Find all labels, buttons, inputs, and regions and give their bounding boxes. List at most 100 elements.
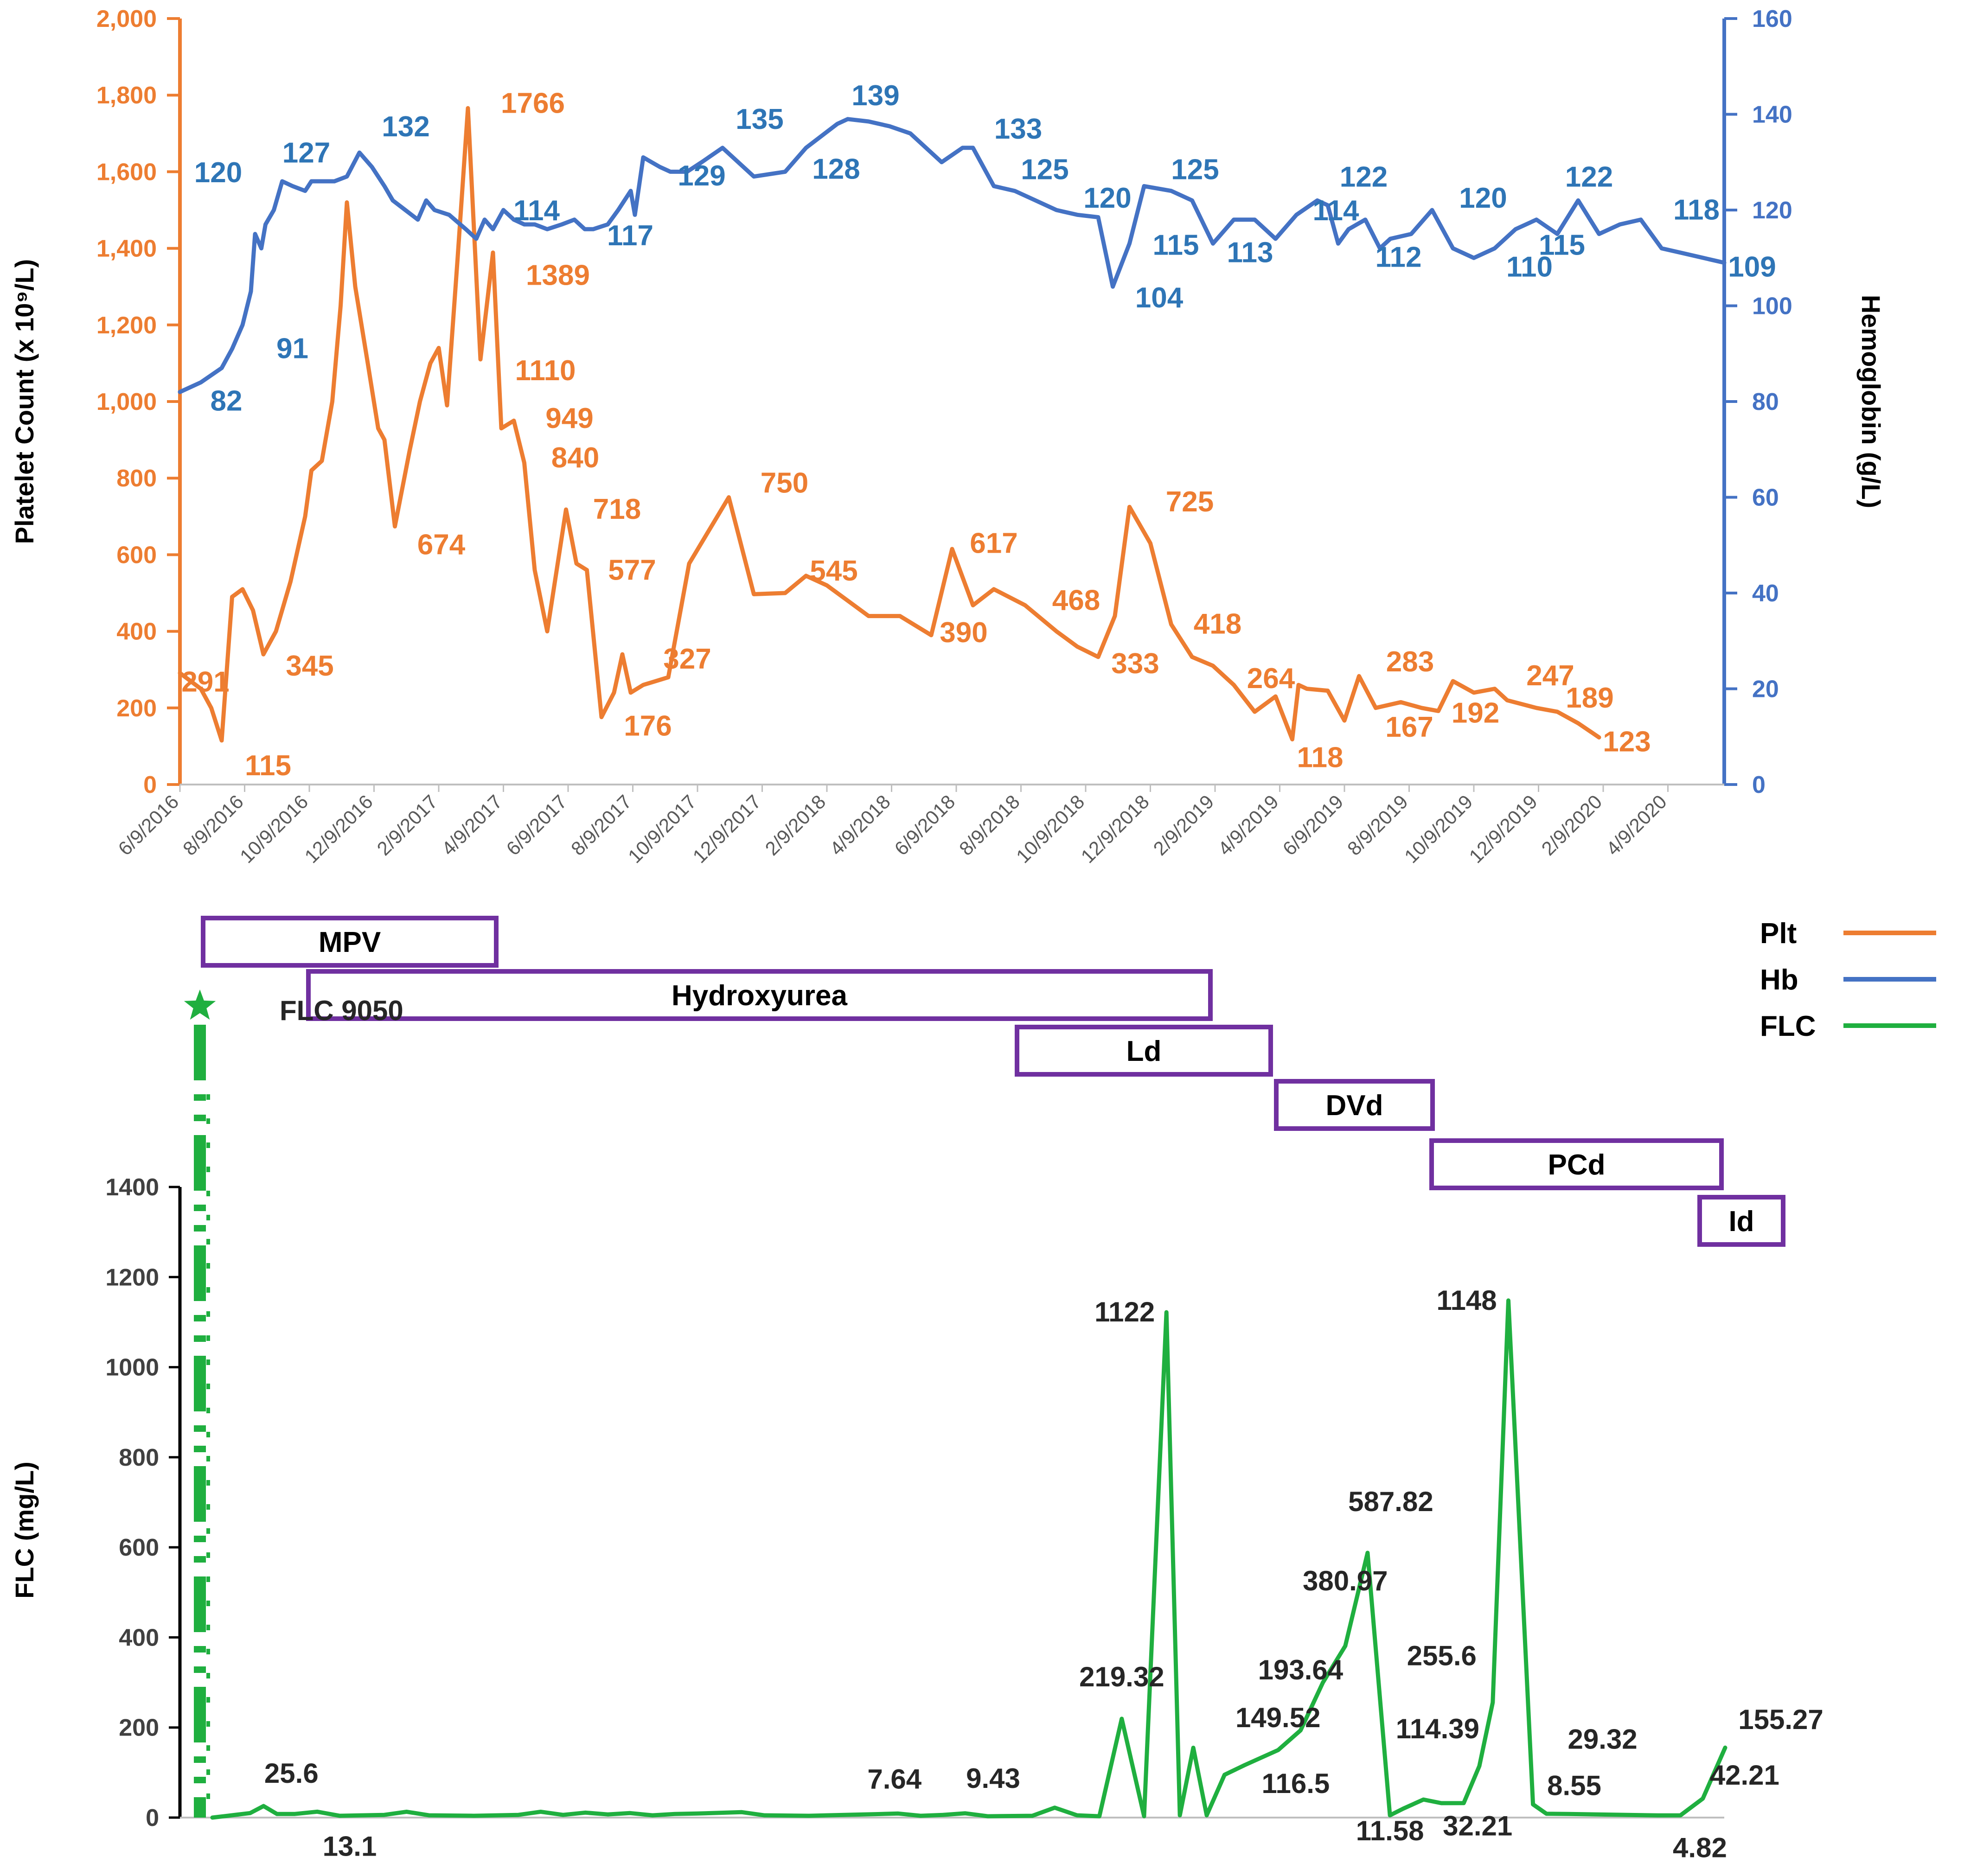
plt-data-label: 468: [1052, 584, 1100, 616]
legend: Plt Hb FLC: [1760, 918, 1936, 1042]
hb-data-label: 117: [607, 220, 653, 252]
flc-y-axis-tick-label: 1400: [105, 1174, 159, 1201]
left-axis-title: Platelet Count (x 10⁹/L): [10, 259, 39, 544]
hb-data-label: 135: [736, 103, 783, 135]
x-axis-date-label: 8/9/2019: [1343, 791, 1412, 860]
left-axis-tick-label: 400: [116, 619, 157, 645]
right-axis-tick-label: 0: [1752, 772, 1766, 798]
hb-data-label: 128: [812, 153, 860, 185]
plt-data-label: 725: [1166, 486, 1214, 518]
left-axis-tick-label: 2,000: [96, 6, 157, 32]
plt-data-label: 327: [663, 643, 711, 675]
plt-data-label: 167: [1385, 711, 1433, 743]
flc-data-label: 29.32: [1568, 1724, 1637, 1755]
flc-data-label: 13.1: [323, 1831, 377, 1862]
legend-label-plt: Plt: [1760, 918, 1797, 950]
plt-data-label: 718: [593, 493, 641, 525]
treatment-label-pcd: PCd: [1548, 1149, 1606, 1181]
hb-data-label: 125: [1021, 153, 1068, 185]
flc-data-label: 116.5: [1261, 1768, 1330, 1799]
left-axis-tick-label: 0: [143, 772, 157, 798]
right-axis-tick-label: 160: [1752, 6, 1792, 32]
treatment-box-mpv: [201, 916, 499, 968]
x-axis-date-label: 4/9/2017: [437, 791, 506, 860]
plt-data-label: 1110: [515, 355, 576, 387]
flc-y-axis-tick-label: 400: [119, 1624, 159, 1651]
right-axis-tick-label: 20: [1752, 676, 1779, 703]
x-axis-date-label: 12/9/2018: [1077, 791, 1153, 867]
x-axis-date-label: 4/9/2020: [1602, 791, 1671, 860]
flc-data-label: 42.21: [1710, 1760, 1779, 1791]
hb-data-label: 120: [1459, 182, 1507, 214]
right-axis-tick-label: 100: [1752, 293, 1792, 320]
plt-data-label: 674: [417, 529, 466, 561]
hb-data-label: 114: [1312, 195, 1359, 227]
x-axis-date-label: 2/9/2017: [373, 791, 442, 860]
flc-data-label: 4.82: [1673, 1832, 1727, 1863]
hb-data-label: 139: [851, 80, 899, 112]
hb-data-label: 110: [1506, 251, 1553, 283]
hb-data-label: 114: [513, 195, 560, 227]
x-axis-date-label: 10/9/2017: [624, 791, 700, 867]
hb-data-label: 109: [1728, 251, 1776, 283]
legend-label-flc: FLC: [1760, 1010, 1816, 1042]
plt-data-label: 577: [608, 554, 656, 586]
flc-data-label: 1122: [1094, 1296, 1155, 1327]
treatment-label-id: Id: [1728, 1206, 1754, 1238]
flc-data-label: 155.27: [1738, 1704, 1823, 1735]
flc-data-label: 114.39: [1396, 1713, 1479, 1744]
left-axis-tick-label: 200: [116, 695, 157, 722]
treatment-box-pcd: [1429, 1138, 1724, 1190]
flc-y-axis-tick-label: 800: [119, 1444, 159, 1471]
treatment-box-ld: [1015, 1025, 1273, 1077]
x-axis-date-label: 2/9/2019: [1149, 791, 1218, 860]
plt-data-label: 333: [1111, 648, 1159, 680]
plt-data-label: 617: [970, 527, 1017, 559]
flc-data-label: 8.55: [1547, 1770, 1601, 1801]
hb-data-label: 132: [382, 111, 429, 143]
hb-data-label: 122: [1565, 161, 1613, 193]
hb-data-label: 115: [1539, 230, 1585, 262]
flc-y-axis-tick-label: 200: [119, 1715, 159, 1742]
plt-data-label: 750: [761, 467, 808, 499]
right-axis-tick-label: 140: [1752, 102, 1792, 128]
flc-data-label: 7.64: [867, 1764, 921, 1795]
treatment-box-hydroxyurea: [306, 969, 1213, 1021]
plt-data-label: 123: [1603, 726, 1651, 758]
treatment-label-mpv: MPV: [319, 926, 381, 958]
flc-data-label: 9.43: [966, 1763, 1020, 1794]
left-axis-tick-label: 600: [116, 542, 157, 568]
treatment-bars: MPV Hydroxyurea Ld DVd PCd Id: [201, 916, 1785, 1247]
x-axis-date-label: 8/9/2017: [567, 791, 636, 860]
flc-data-label: 219.32: [1079, 1661, 1164, 1692]
hb-data-label: 113: [1227, 236, 1273, 268]
x-axis-date-label: 6/9/2019: [1279, 791, 1348, 860]
hb-data-label: 129: [678, 160, 725, 192]
flc-series-line: [210, 1298, 1727, 1820]
hb-data-label: 104: [1135, 282, 1184, 314]
plt-data-label: 345: [286, 650, 333, 682]
treatment-label-dvd: DVd: [1326, 1090, 1383, 1122]
plt-data-label: 192: [1452, 697, 1499, 729]
x-axis-date-label: 12/9/2016: [301, 791, 377, 867]
hb-data-label: 120: [194, 157, 242, 189]
plt-data-label: 1766: [501, 87, 565, 119]
flc-data-label: FLC 9050: [280, 995, 403, 1026]
hb-data-label: 133: [994, 113, 1042, 145]
plt-data-label: 247: [1526, 660, 1574, 692]
x-axis-date-label: 2/9/2020: [1537, 791, 1606, 860]
plt-data-label: 840: [551, 442, 599, 474]
plt-data-label: 949: [545, 402, 593, 434]
flc-y-axis-tick-label: 0: [146, 1805, 159, 1831]
x-axis-date-label: 8/9/2018: [955, 791, 1024, 860]
legend-label-hb: Hb: [1760, 964, 1798, 996]
plt-series-line: [178, 106, 1601, 743]
x-axis-date-label: 12/9/2019: [1465, 791, 1542, 867]
x-axis-date-label: 10/9/2018: [1012, 791, 1088, 867]
plt-data-label: 545: [810, 555, 857, 587]
x-axis-date-label: 6/9/2018: [890, 791, 960, 860]
flc-chart: 0 200 400 600 800 1000 1200 1400 FLC (mg/L) FLC 9…: [10, 989, 1823, 1863]
treatment-label-ld: Ld: [1126, 1035, 1162, 1067]
plt-data-label: 176: [624, 710, 672, 742]
x-axis-date-label: 2/9/2018: [761, 791, 830, 860]
